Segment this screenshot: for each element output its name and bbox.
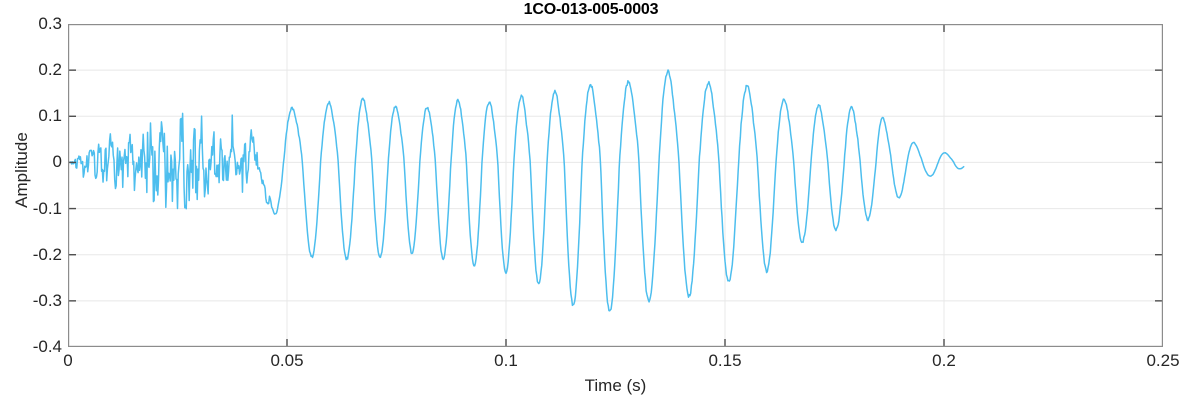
y-axis-label: Amplitude <box>12 132 31 208</box>
plot-background <box>68 24 1163 347</box>
y-tick-label: -0.2 <box>32 244 62 264</box>
plot-svg <box>68 24 1163 347</box>
x-tick-label: 0.2 <box>932 351 956 370</box>
y-tick-label: -0.3 <box>32 290 62 310</box>
y-tick-label: -0.4 <box>32 337 62 356</box>
y-tick-label: 0 <box>52 152 62 172</box>
plot-area <box>68 24 1163 347</box>
x-tick-label: 0.05 <box>270 351 304 370</box>
y-tick-label: 0.3 <box>38 14 62 33</box>
x-tick-label: 0 <box>63 351 73 370</box>
x-tick-label: 0.1 <box>494 351 518 370</box>
x-tick-label: 0.25 <box>1146 351 1180 370</box>
plot-box-border <box>68 24 1163 347</box>
y-tick-label: -0.1 <box>32 198 62 218</box>
x-axis-label: Time (s) <box>584 376 647 395</box>
y-tick-label: 0.2 <box>38 60 62 80</box>
chart-title: 1CO-013-005-0003 <box>523 1 659 18</box>
x-tick-label: 0.15 <box>708 351 742 370</box>
y-axis-tick-labels: 0.3 0.2 0.1 0 -0.1 -0.2 -0.3 -0.4 <box>0 15 62 355</box>
waveform-trace <box>68 69 965 312</box>
vertical-gridlines <box>286 25 945 346</box>
axis-tick-marks <box>68 24 1163 347</box>
y-tick-label: 0.1 <box>38 106 62 126</box>
x-axis-tick-labels: 0 0.05 0.1 0.15 0.2 0.25 <box>63 351 1179 374</box>
